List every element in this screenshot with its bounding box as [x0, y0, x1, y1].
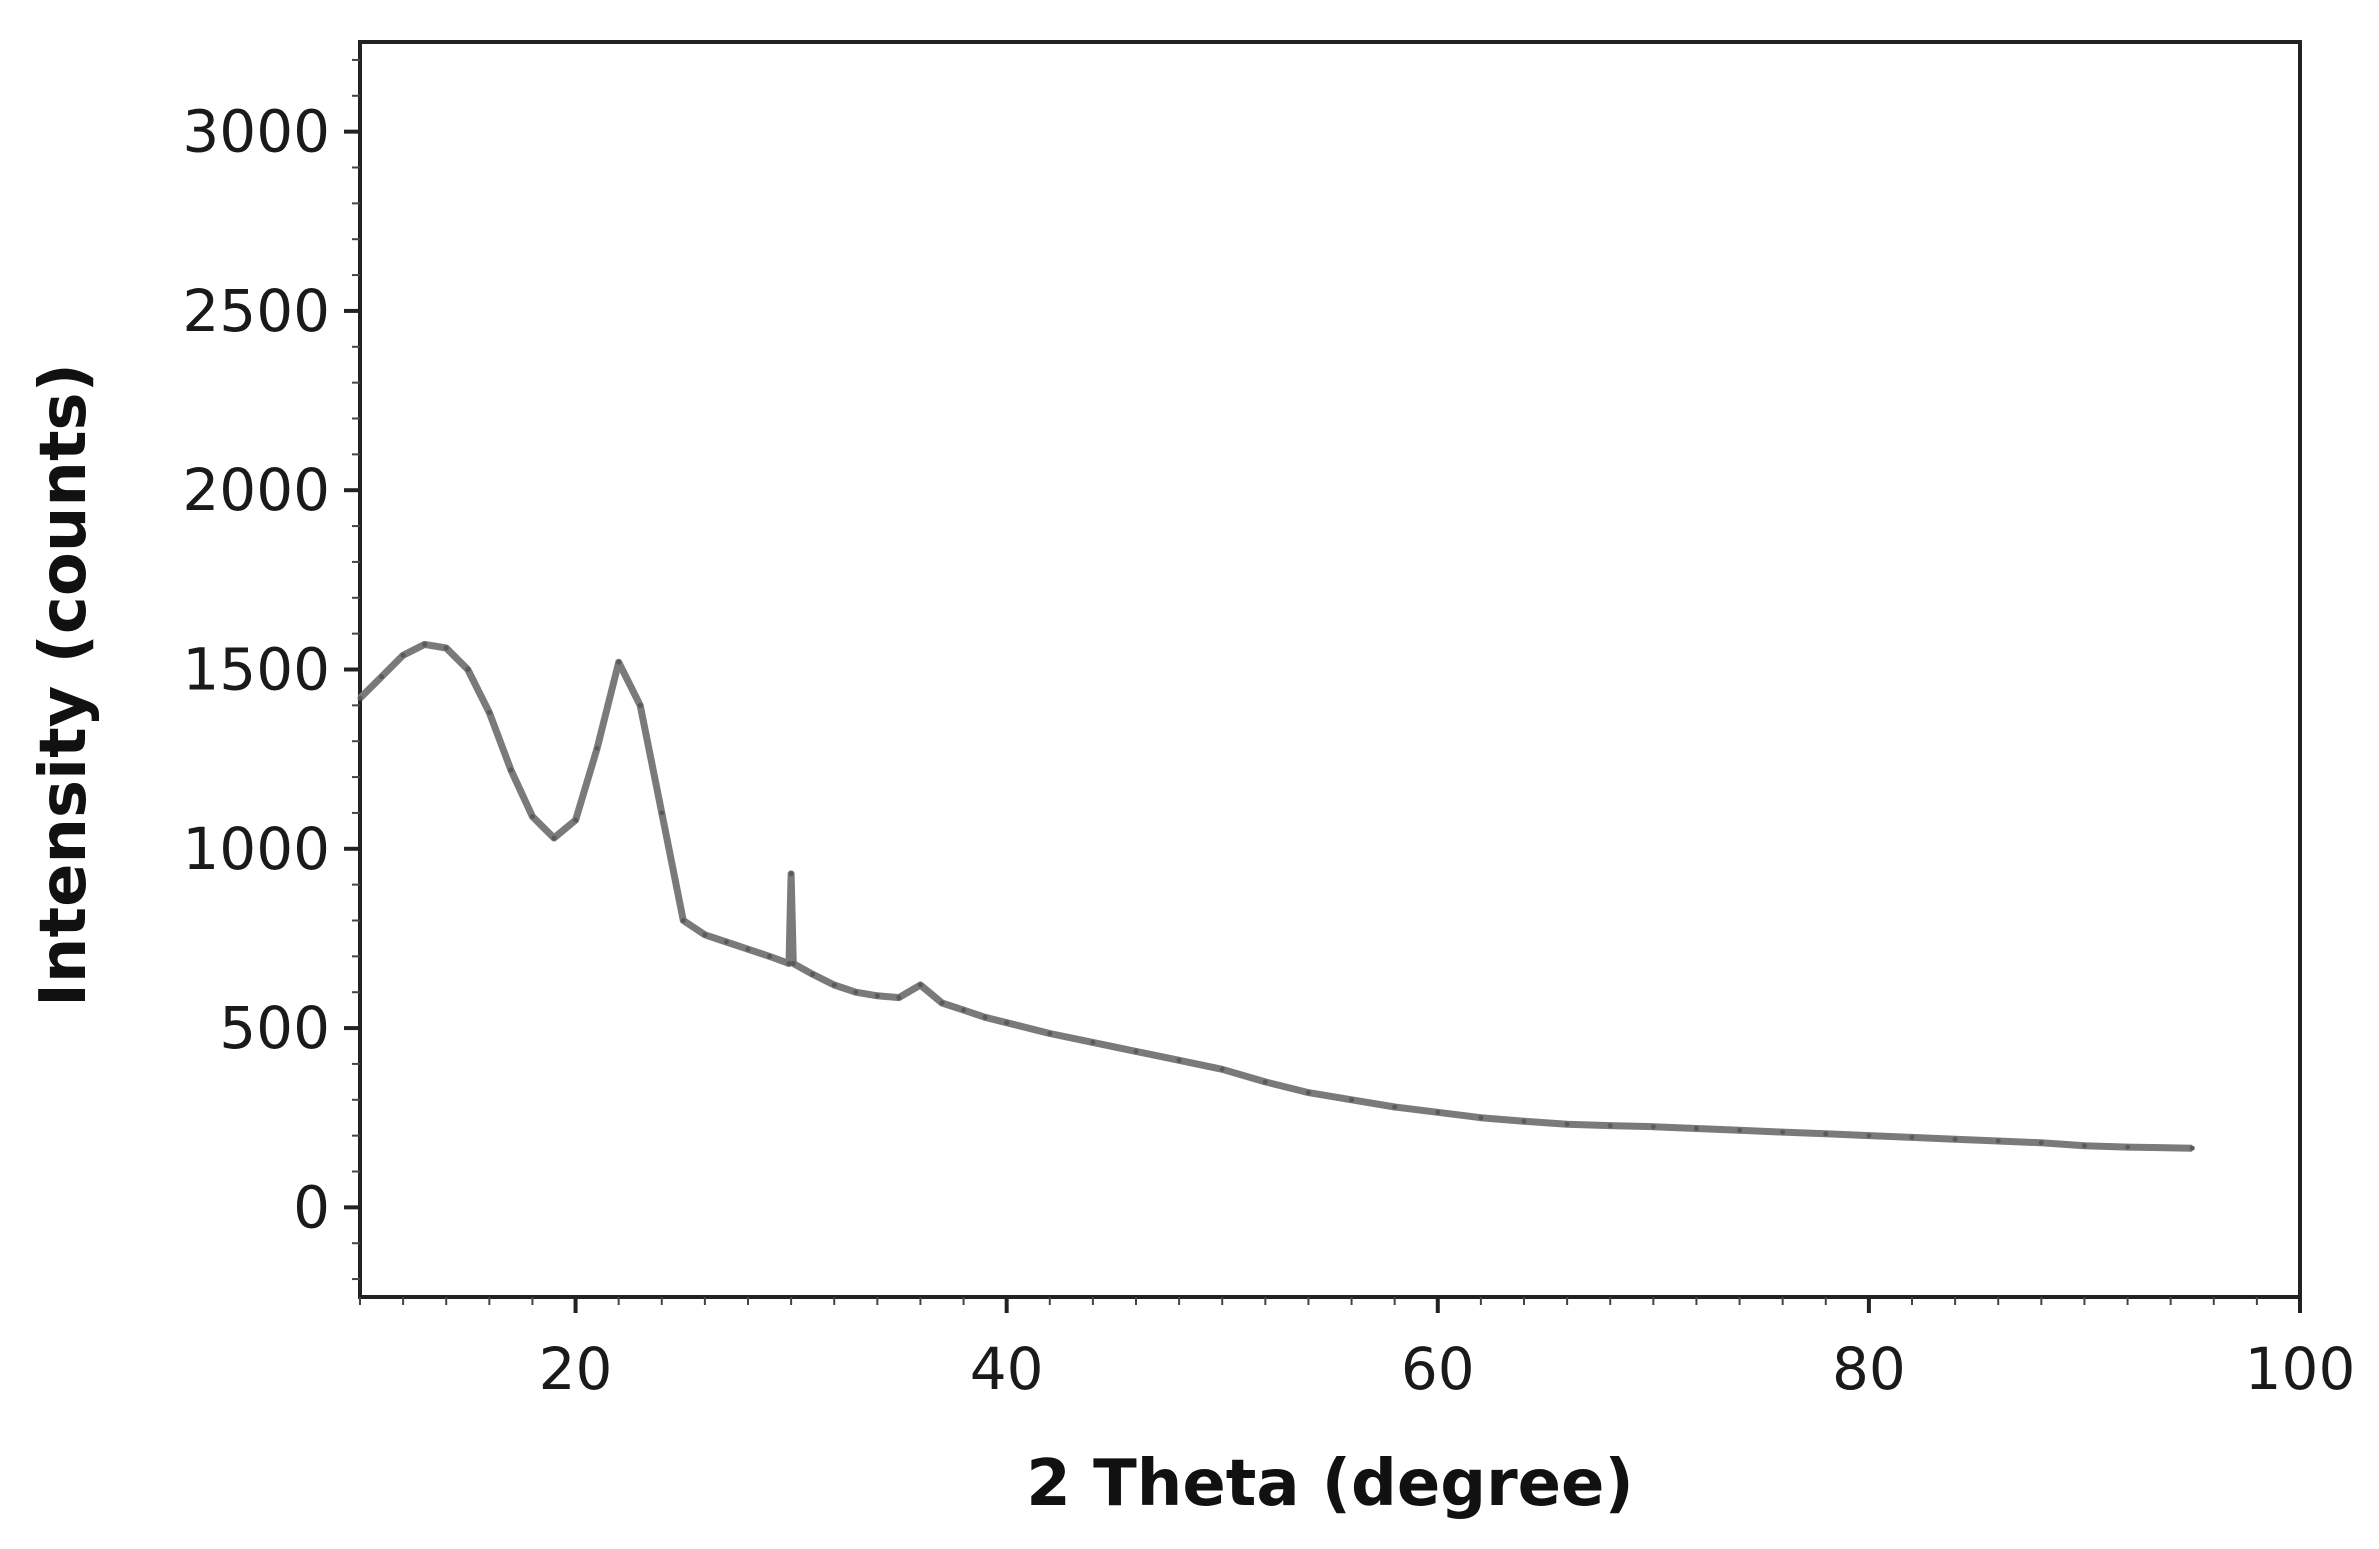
- xrd-data-point: [917, 982, 923, 988]
- xrd-data-point: [874, 993, 880, 999]
- xrd-data-point: [1004, 1020, 1010, 1026]
- xrd-data-point: [790, 961, 796, 966]
- xrd-data-point: [831, 982, 837, 988]
- xrd-data-point: [1866, 1133, 1872, 1139]
- xrd-data-point: [1176, 1057, 1182, 1063]
- xrd-data-point: [723, 939, 729, 945]
- y-tick-label: 1500: [182, 636, 330, 704]
- xrd-data-point: [1607, 1123, 1613, 1129]
- xrd-pattern-line: [357, 640, 2193, 1152]
- xrd-data-point: [465, 667, 471, 672]
- y-tick-label: 2500: [182, 277, 330, 345]
- xrd-data-point: [573, 817, 579, 823]
- xrd-data-point: [1521, 1118, 1527, 1124]
- xrd-data-point: [2189, 1145, 2195, 1151]
- y-tick-label: 500: [219, 994, 330, 1062]
- xrd-data-point: [1478, 1115, 1484, 1121]
- xrd-data-point: [702, 932, 708, 938]
- x-tick-label: 40: [970, 1335, 1044, 1403]
- xrd-data-point: [422, 641, 428, 647]
- xrd-data-point: [551, 835, 557, 841]
- xrd-data-point: [2038, 1140, 2044, 1146]
- xrd-data-point: [1435, 1109, 1441, 1115]
- x-tick-label: 80: [1832, 1335, 1906, 1403]
- x-axis-title: 2 Theta (degree): [1026, 1447, 1633, 1521]
- xrd-data-point: [443, 645, 449, 651]
- xrd-data-point: [357, 695, 363, 701]
- xrd-data-point: [810, 971, 816, 977]
- xrd-data-point: [594, 745, 600, 751]
- xrd-data-point: [1780, 1129, 1786, 1135]
- y-axis-title: Intensity (counts): [27, 363, 101, 1007]
- xrd-data-point: [1737, 1127, 1743, 1133]
- xrd-data-point: [786, 961, 792, 966]
- xrd-data-point: [961, 1007, 967, 1013]
- y-tick-label: 1000: [182, 815, 330, 883]
- xrd-data-point: [1995, 1138, 2001, 1144]
- xrd-data-point: [1219, 1066, 1225, 1072]
- xrd-data-point: [616, 659, 622, 665]
- xrd-data-point: [1305, 1090, 1311, 1096]
- xrd-data-point: [659, 810, 665, 816]
- series-layer: [357, 640, 2195, 1152]
- xrd-data-point: [982, 1014, 988, 1020]
- xrd-data-point: [379, 674, 385, 680]
- xrd-data-point: [1823, 1131, 1829, 1137]
- x-tick-label: 20: [539, 1335, 613, 1403]
- xrd-data-point: [1262, 1079, 1268, 1085]
- xrd-data-point: [637, 702, 643, 708]
- xrd-data-point: [1564, 1121, 1570, 1127]
- xrd-data-point: [486, 710, 492, 715]
- xrd-data-point: [1392, 1104, 1398, 1110]
- xrd-data-point: [1650, 1124, 1656, 1130]
- xrd-data-point: [680, 918, 686, 923]
- xrd-data-point: [1090, 1039, 1096, 1045]
- y-tick-label: 3000: [182, 98, 330, 166]
- y-tick-label: 2000: [182, 456, 330, 524]
- xrd-data-point: [529, 814, 535, 819]
- xrd-data-point: [1909, 1134, 1915, 1140]
- xrd-data-point: [2081, 1143, 2087, 1149]
- x-tick-label: 100: [2245, 1335, 2356, 1403]
- xrd-data-point: [767, 953, 773, 959]
- xrd-data-point: [1047, 1031, 1053, 1036]
- xrd-data-point: [1693, 1126, 1699, 1131]
- xrd-data-point: [1349, 1097, 1355, 1103]
- x-axis-ticks: 20 40 60 80 100: [359, 1297, 2356, 1403]
- xrd-data-point: [745, 946, 751, 952]
- xrd-data-point: [853, 989, 859, 995]
- xrd-data-point: [1952, 1136, 1958, 1142]
- x-tick-label: 60: [1401, 1335, 1475, 1403]
- xrd-data-point: [788, 871, 794, 877]
- xrd-data-point: [939, 1000, 945, 1006]
- xrd-data-point: [508, 767, 514, 773]
- xrd-data-point: [1133, 1048, 1139, 1054]
- xrd-data-point: [2125, 1144, 2131, 1150]
- y-axis-ticks: 0 500 1000 1500 2000 2500 3000: [182, 58, 360, 1281]
- plot-frame: [358, 40, 2302, 1299]
- y-tick-label: 0: [293, 1173, 330, 1241]
- xrd-data-point: [896, 995, 902, 1001]
- xrd-data-point: [400, 652, 406, 658]
